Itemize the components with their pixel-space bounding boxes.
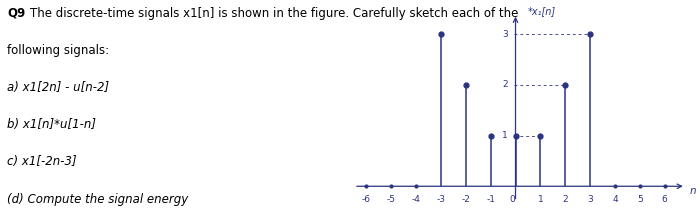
- Text: 1: 1: [538, 195, 543, 204]
- Text: *x₁[n]: *x₁[n]: [528, 6, 556, 16]
- Text: 6: 6: [662, 195, 668, 204]
- Text: Q9: Q9: [7, 7, 25, 19]
- Text: -5: -5: [386, 195, 395, 204]
- Text: n: n: [690, 186, 696, 196]
- Text: -2: -2: [461, 195, 470, 204]
- Text: -3: -3: [436, 195, 445, 204]
- Text: a) x1[2n] - u[n-2]: a) x1[2n] - u[n-2]: [7, 81, 109, 94]
- Text: 3: 3: [503, 30, 508, 39]
- Text: b) x1[n]*u[1-n]: b) x1[n]*u[1-n]: [7, 118, 96, 131]
- Text: 0: 0: [509, 195, 514, 204]
- Text: 2: 2: [562, 195, 568, 204]
- Text: 5: 5: [637, 195, 643, 204]
- Text: 3: 3: [587, 195, 593, 204]
- Text: The discrete-time signals x1[n] is shown in the figure. Carefully sketch each of: The discrete-time signals x1[n] is shown…: [29, 7, 518, 19]
- Text: c) x1[-2n-3]: c) x1[-2n-3]: [7, 155, 76, 168]
- Text: (d) Compute the signal energy: (d) Compute the signal energy: [7, 193, 188, 206]
- Text: 1: 1: [503, 131, 508, 140]
- Text: 4: 4: [612, 195, 617, 204]
- Text: -1: -1: [486, 195, 495, 204]
- Text: following signals:: following signals:: [7, 44, 109, 57]
- Text: -6: -6: [362, 195, 371, 204]
- Text: -4: -4: [412, 195, 421, 204]
- Text: 2: 2: [503, 80, 508, 89]
